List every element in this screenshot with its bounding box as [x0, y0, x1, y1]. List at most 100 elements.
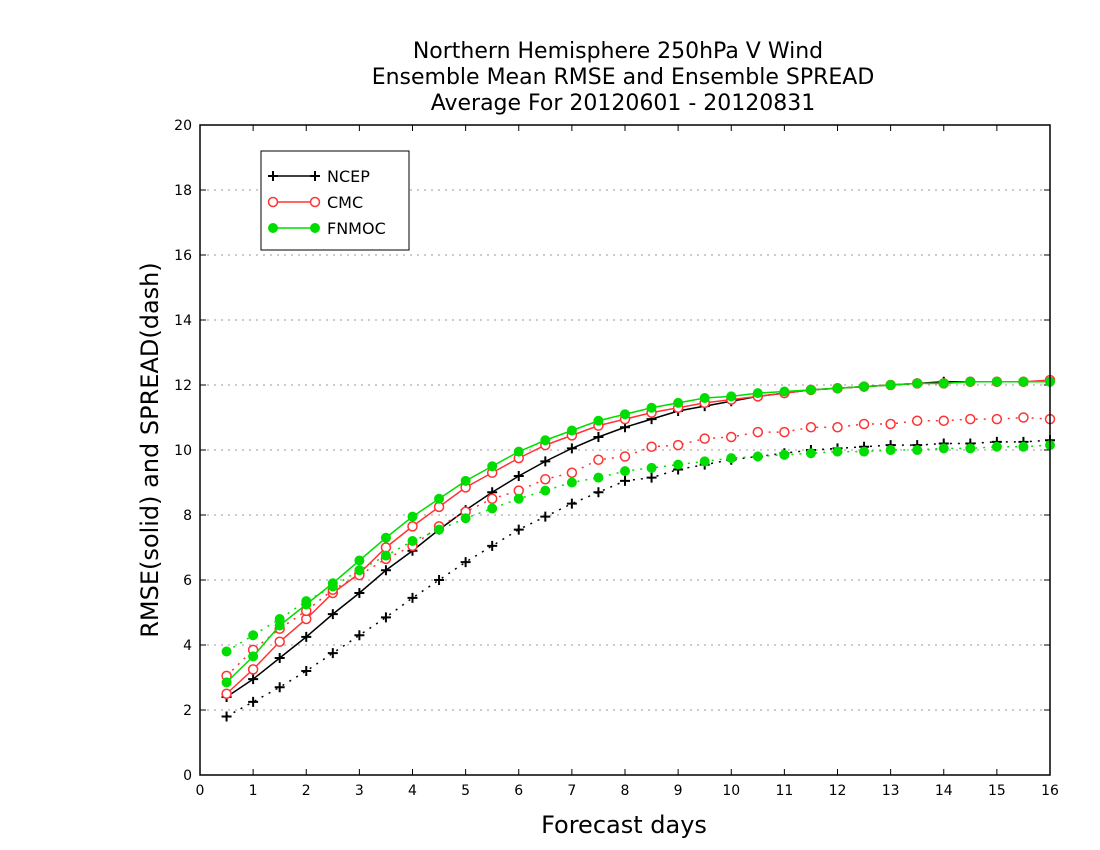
plot-frame: [199, 124, 1051, 776]
fnmoc-spread-point: [938, 443, 949, 454]
gridlines: [200, 189, 1050, 711]
cmc-spread-point: [593, 454, 604, 465]
fnmoc-spread-point: [248, 630, 259, 641]
x-tick-label: 16: [1041, 783, 1059, 799]
legend-box: [260, 150, 410, 251]
fnmoc-spread-point: [726, 453, 737, 464]
fnmoc-rmse-point: [699, 393, 710, 403]
x-tick-label: 5: [461, 783, 470, 799]
x-tick-label: 3: [355, 783, 364, 799]
cmc-rmse-series: [221, 374, 1056, 699]
fnmoc-rmse-point: [407, 511, 418, 522]
fnmoc-rmse-point: [752, 388, 763, 399]
ncep-spread-point: [434, 575, 445, 585]
fnmoc-rmse-point: [513, 446, 524, 457]
cmc-spread-line: [226, 416, 1051, 677]
fnmoc-rmse-point: [460, 475, 471, 486]
ncep-rmse-point: [593, 432, 604, 442]
fnmoc-rmse-point: [593, 415, 604, 426]
legend-label-fnmoc: FNMOC: [327, 219, 386, 238]
ncep-rmse-point: [540, 456, 551, 467]
x-tick-label: 15: [988, 783, 1006, 799]
cmc-rmse-point: [274, 636, 285, 647]
fnmoc-spread-point: [912, 445, 923, 455]
fnmoc-rmse-point: [434, 493, 445, 504]
cmc-spread-point: [991, 413, 1003, 425]
ncep-spread-point: [646, 472, 657, 483]
legend-label-cmc: CMC: [327, 193, 363, 212]
ncep-spread-point: [540, 511, 551, 522]
fnmoc-spread-point: [832, 446, 843, 457]
y-axis-label: RMSE(solid) and SPREAD(dash): [136, 262, 164, 638]
legend: NCEP CMC FNMOC: [260, 150, 410, 251]
fnmoc-spread-point: [354, 565, 365, 576]
fnmoc-spread-point: [460, 513, 471, 524]
ncep-rmse-point: [248, 674, 259, 685]
x-tick-label: 13: [882, 783, 900, 799]
title-line-1: Northern Hemisphere 250hPa V Wind: [413, 39, 823, 64]
fnmoc-spread-point: [859, 446, 870, 457]
y-tick-label: 4: [183, 638, 192, 654]
fnmoc-spread-point: [221, 646, 232, 657]
fnmoc-rmse-point: [673, 397, 684, 408]
fnmoc-spread-point: [593, 472, 604, 483]
fnmoc-rmse-point: [540, 435, 551, 446]
ncep-rmse-point: [301, 631, 312, 642]
fnmoc-rmse-point: [779, 386, 790, 397]
ncep-spread-point: [513, 524, 524, 535]
y-tick-label: 16: [174, 248, 192, 264]
cmc-rmse-point: [407, 521, 418, 532]
cmc-rmse-line: [226, 379, 1051, 695]
cmc-spread-point: [938, 415, 949, 426]
fnmoc-rmse-point: [965, 376, 976, 387]
fnmoc-spread-point: [274, 614, 285, 624]
fnmoc-spread-point: [779, 449, 790, 460]
fnmoc-rmse-point: [991, 376, 1002, 387]
fnmoc-rmse-point: [380, 532, 391, 543]
fnmoc-spread-point: [540, 485, 551, 496]
cmc-rmse-point: [247, 664, 259, 675]
title-line-3: Average For 20120601 - 20120831: [431, 91, 816, 116]
cmc-spread-point: [566, 467, 578, 478]
x-tick-label: 8: [621, 783, 630, 799]
ncep-spread-point: [566, 498, 577, 509]
y-tick-label: 18: [174, 183, 192, 199]
legend-marker: [310, 223, 320, 233]
fnmoc-spread-point: [646, 462, 657, 473]
ncep-spread-point: [274, 682, 285, 693]
cmc-spread-point: [885, 418, 896, 430]
fnmoc-spread-point: [991, 441, 1002, 452]
chart-title: Northern Hemisphere 250hPa V Wind Ensemb…: [372, 39, 875, 116]
cmc-spread-series: [221, 412, 1056, 682]
ncep-rmse-series: [221, 376, 1055, 702]
y-tick-label: 12: [174, 378, 192, 394]
y-tick-label: 10: [174, 443, 192, 459]
legend-marker: [268, 171, 278, 181]
legend-item-cmc: CMC: [267, 193, 363, 212]
fnmoc-rmse-line: [226, 381, 1050, 683]
fnmoc-spread-point: [965, 443, 976, 454]
fnmoc-spread-point: [885, 445, 896, 455]
fnmoc-spread-line: [226, 444, 1051, 653]
legend-marker: [310, 171, 320, 181]
legend-item-fnmoc: FNMOC: [268, 219, 386, 238]
fnmoc-rmse-point: [620, 409, 630, 420]
y-tick-label: 20: [174, 118, 192, 134]
cmc-spread-point: [646, 441, 657, 452]
y-tick-label: 8: [183, 508, 192, 524]
cmc-spread-point: [699, 433, 710, 444]
x-tick-label: 1: [249, 783, 258, 799]
ncep-spread-point: [301, 666, 312, 676]
ncep-rmse-point: [327, 609, 338, 620]
x-tick-label: 4: [408, 783, 417, 799]
legend-marker: [267, 196, 279, 208]
fnmoc-rmse-point: [248, 651, 259, 662]
x-tick-label: 14: [935, 783, 953, 799]
cmc-spread-point: [672, 439, 684, 451]
ncep-spread-series: [221, 435, 1055, 722]
cmc-spread-point: [858, 418, 870, 430]
cmc-spread-point: [779, 426, 790, 438]
fnmoc-spread-point: [380, 550, 391, 561]
fnmoc-spread-point: [301, 596, 312, 607]
cmc-spread-point: [1018, 412, 1029, 423]
